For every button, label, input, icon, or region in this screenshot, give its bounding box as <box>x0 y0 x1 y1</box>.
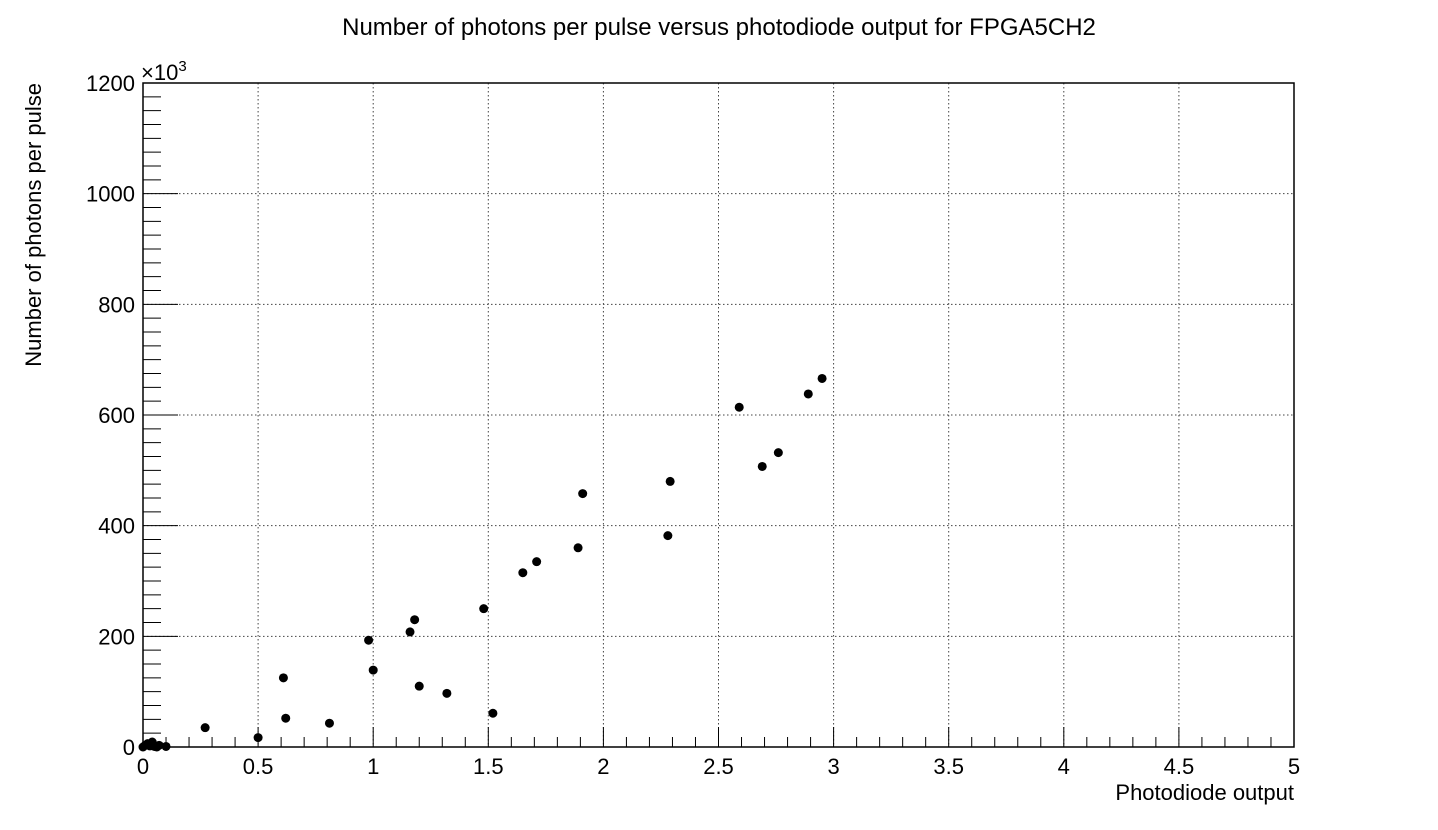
x-tick-label: 0.5 <box>243 754 274 779</box>
data-point <box>405 627 415 637</box>
y-tick-label: 800 <box>98 292 135 317</box>
data-point <box>410 615 420 625</box>
data-points <box>138 373 827 752</box>
y-tick-label: 400 <box>98 514 135 539</box>
data-point <box>200 723 210 733</box>
data-point <box>663 531 673 541</box>
data-point <box>368 665 378 675</box>
y-tick-label: 1200 <box>86 71 135 96</box>
data-point <box>278 673 288 683</box>
x-tick-label: 3 <box>827 754 839 779</box>
x-tick-label: 2 <box>597 754 609 779</box>
data-point <box>154 740 164 750</box>
data-point <box>578 489 588 499</box>
y-tick-label: 1000 <box>86 182 135 207</box>
data-point <box>281 713 291 723</box>
y-multiplier-exponent: 3 <box>178 58 186 75</box>
y-tick-label: 200 <box>98 624 135 649</box>
data-point <box>442 688 452 698</box>
y-axis-label: Number of photons per pulse <box>21 83 46 367</box>
data-point <box>803 389 813 399</box>
x-tick-label: 4.5 <box>1164 754 1195 779</box>
x-tick-label: 1.5 <box>473 754 504 779</box>
data-point <box>518 568 528 578</box>
data-point <box>253 733 263 743</box>
data-point <box>665 476 675 486</box>
x-tick-label: 1 <box>367 754 379 779</box>
data-point <box>364 635 374 645</box>
x-axis-label: Photodiode output <box>1115 780 1294 805</box>
data-point <box>734 402 744 412</box>
plot-frame <box>142 82 1295 748</box>
y-tick-label: 0 <box>123 735 135 760</box>
data-point <box>161 741 171 751</box>
y-tick-label: 600 <box>98 403 135 428</box>
x-tick-label: 5 <box>1288 754 1300 779</box>
x-tick-label: 0 <box>137 754 149 779</box>
data-point <box>573 543 583 553</box>
chart-title: Number of photons per pulse versus photo… <box>342 14 1096 41</box>
data-point <box>488 708 498 718</box>
data-point <box>324 718 334 728</box>
data-point <box>414 681 424 691</box>
data-point <box>757 461 767 471</box>
data-point <box>479 604 489 614</box>
x-tick-label: 4 <box>1058 754 1070 779</box>
y-multiplier: ×103 <box>141 58 187 85</box>
data-point <box>817 373 827 383</box>
x-tick-labels: 0 0.5 1 1.5 2 2.5 3 3.5 4 4.5 5 <box>137 754 1300 779</box>
data-point <box>773 448 783 458</box>
y-tick-labels: 0 200 400 600 800 1000 1200 <box>86 71 135 760</box>
y-multiplier-base: ×10 <box>141 60 178 85</box>
grid <box>143 83 1294 747</box>
data-point <box>532 557 542 567</box>
x-tick-label: 2.5 <box>703 754 734 779</box>
x-tick-label: 3.5 <box>933 754 964 779</box>
